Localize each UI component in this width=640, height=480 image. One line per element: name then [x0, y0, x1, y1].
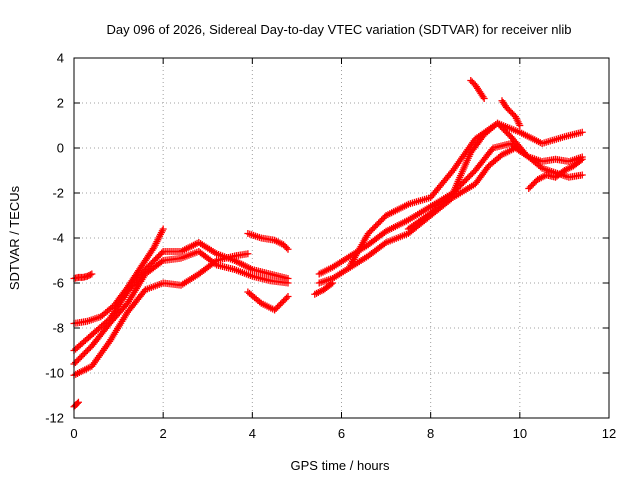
series-track-13	[467, 77, 488, 102]
data-point	[516, 122, 524, 129]
data-point	[284, 279, 292, 287]
data-point	[578, 155, 586, 163]
y-tick-label: -8	[52, 321, 64, 336]
data-point	[329, 279, 337, 287]
data-point	[244, 250, 252, 258]
data-point	[86, 271, 94, 279]
data-point	[73, 399, 81, 407]
data-point	[578, 128, 586, 136]
data-point	[74, 398, 82, 406]
plot-frame	[73, 57, 610, 419]
grid-lines	[74, 58, 609, 418]
data-point	[284, 245, 292, 253]
data-point	[520, 149, 528, 156]
data-point	[536, 163, 544, 171]
series-track-12	[404, 119, 528, 233]
y-tick-label: 4	[57, 51, 64, 66]
data-point	[284, 293, 292, 300]
data-point	[158, 249, 166, 257]
x-axis-label: GPS time / hours	[291, 458, 390, 473]
y-tick-label: 0	[57, 141, 64, 156]
x-tick-label: 2	[160, 426, 167, 441]
data-point	[283, 244, 291, 252]
data-point	[578, 171, 586, 179]
data-point	[88, 270, 96, 278]
data-point	[211, 258, 219, 266]
data-point	[159, 225, 167, 233]
x-tick-label: 4	[249, 426, 256, 441]
data-point	[480, 95, 488, 102]
data-point	[380, 240, 388, 248]
series-track-14	[498, 97, 524, 129]
x-tick-label: 6	[338, 426, 345, 441]
series-track-4	[70, 248, 292, 368]
data-point	[283, 294, 291, 302]
axis-ticks: 0 2 4 6 8 10 12 -12 -10 -8 -6 -4 -2 0 2 4	[45, 51, 616, 442]
data-point	[577, 156, 585, 164]
x-tick-label: 0	[70, 426, 77, 441]
x-tick-label: 12	[602, 426, 616, 441]
data-point	[256, 298, 264, 306]
chart-title: Day 096 of 2026, Sidereal Day-to-day VTE…	[106, 22, 571, 37]
y-tick-label: -6	[52, 276, 64, 291]
series-track-6	[70, 398, 82, 411]
data-point	[158, 258, 166, 266]
series-track-10	[315, 144, 586, 287]
y-axis-label: SDTVAR / TECUs	[7, 185, 22, 290]
y-tick-label: -12	[45, 411, 64, 426]
data-point	[327, 280, 335, 288]
series-track-7	[244, 230, 292, 253]
series-track-8	[244, 288, 292, 314]
y-tick-label: -4	[52, 231, 64, 246]
data-point	[519, 147, 527, 155]
data-points	[70, 77, 586, 411]
y-tick-label: -10	[45, 366, 64, 381]
series-track-16	[311, 279, 337, 298]
x-tick-label: 10	[513, 426, 527, 441]
series-track-15	[525, 155, 586, 192]
x-tick-label: 8	[427, 426, 434, 441]
y-tick-label: 2	[57, 96, 64, 111]
y-tick-label: -2	[52, 186, 64, 201]
data-point	[496, 152, 504, 160]
series-track-5	[70, 250, 252, 379]
